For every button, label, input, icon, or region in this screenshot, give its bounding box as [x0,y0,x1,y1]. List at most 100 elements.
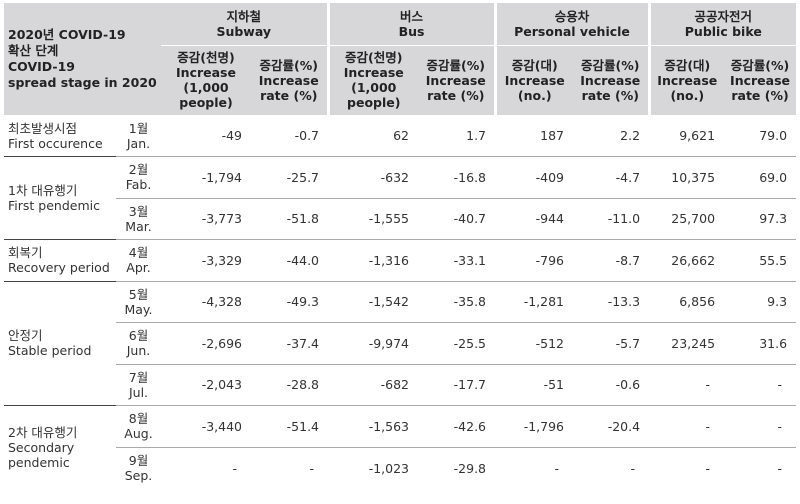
value-cell: 23,245 [649,322,725,365]
value-cell: -1,796 [495,405,574,448]
value-cell: 97.3 [724,198,797,240]
subheader-subway-rate: 증감률(%) Increase rate (%) [251,45,329,115]
value-cell: -33.1 [418,239,496,282]
subheader-bus-increase: 증감(천명) Increase (1,000 people) [326,45,419,115]
table-row: 안정기 Stable period 5월 May. -4,328 -49.3 -1… [4,281,797,406]
value-cell: - [554,460,560,476]
value-cell: 55.5 [724,239,797,282]
stage-header: 2020년 COVID-19 확산 단계 COVID-19 spread sta… [4,3,161,115]
value-cell: -3,440 [161,405,251,448]
stage-recovery-period: 회복기 Recovery period [4,239,116,282]
table-row: 7월 Jul. -2,043 -28.8 -682 -17.7 -51 -0.6 … [4,364,797,406]
value-cell: -51 [495,364,574,406]
group-header-public-bike: 공공자전거 Public bike [647,3,797,46]
value-cell: - [724,364,797,406]
value-cell: -25.7 [251,156,329,199]
value-cell: 9,621 [649,115,725,157]
subheader-vehicle-increase: 증감(대) Increase (no.) [493,45,574,115]
value-cell: -40.7 [418,198,496,240]
value-cell: -17.7 [418,364,496,406]
value-cell: -11.0 [573,198,650,240]
month-cell: 6월 Jun. [116,322,161,365]
value-cell: - [777,460,783,476]
value-cell: 31.6 [724,322,797,365]
group-header-personal-vehicle: 승용차 Personal vehicle [493,3,650,46]
value-cell: 187 [495,115,574,157]
value-cell: -35.8 [418,281,496,323]
value-cell: -8.7 [573,239,650,282]
value-cell: 79.0 [724,115,797,157]
stage-first-occurence: 최초발생시점 First occurence [4,115,116,157]
value-cell: -796 [495,239,574,282]
value-cell: -409 [495,156,574,199]
value-cell: -25.5 [418,322,496,365]
value-cell: - [649,364,725,406]
group-header-subway: 지하철 Subway [161,3,329,46]
value-cell: 1.7 [418,115,496,157]
table-row: 최초발생시점 First occurence 1월 Jan. -49 -0.7 6… [4,115,797,157]
month-cell: 1월 Jan. [116,115,161,157]
month-cell: 3월 Mar. [116,198,161,240]
value-cell: -512 [495,322,574,365]
value-cell: - [630,460,636,476]
value-cell: - [232,460,237,476]
value-cell: -1,794 [161,156,251,199]
table-row: 2차 대유행기 Secondary pendemic 8월 Aug. -3,440… [4,405,797,470]
value-cell: -28.8 [251,364,329,406]
month-cell: 5월 May. [116,281,161,323]
value-cell: -13.3 [573,281,650,323]
subheader-subway-increase: 증감(천명) Increase (1,000 people) [161,45,251,115]
value-cell: 25,700 [649,198,725,240]
table-row: 3월 Mar. -3,773 -51.8 -1,555 -40.7 -944 -1… [4,198,797,240]
value-cell: -51.4 [251,405,329,448]
value-cell: -682 [328,364,419,406]
value-cell: - [724,405,797,448]
value-cell: -5.7 [573,322,650,365]
value-cell: -944 [495,198,574,240]
subheader-bike-increase: 증감(대) Increase (no.) [647,45,725,115]
value-cell: -0.7 [251,115,329,157]
value-cell: -44.0 [251,239,329,282]
subheader-bus-rate: 증감률(%) Increase rate (%) [418,45,496,115]
month-cell: 9월 Sep. [124,453,153,483]
value-cell: -632 [328,156,419,199]
stage-secondary-pandemic: 2차 대유행기 Secondary pendemic [8,424,78,470]
month-cell: 4월 Apr. [116,239,161,282]
month-cell: 8월 Aug. [116,405,161,448]
value-cell: -4.7 [573,156,650,199]
value-cell: 26,662 [649,239,725,282]
month-cell: 7월 Jul. [116,364,161,406]
value-cell: -1,542 [328,281,419,323]
stage-first-pandemic: 1차 대유행기 First pendemic [4,156,116,240]
value-cell: - [649,405,725,448]
value-cell: - [705,460,711,476]
value-cell: 69.0 [724,156,797,199]
value-cell: -1,281 [495,281,574,323]
value-cell: -2,043 [161,364,251,406]
value-cell: -29.8 [453,460,487,476]
value-cell: -16.8 [418,156,496,199]
table-body: 최초발생시점 First occurence 1월 Jan. -49 -0.7 6… [4,115,797,489]
table-row: 1차 대유행기 First pendemic 2월 Fab. -1,794 -25… [4,156,797,240]
value-cell: 62 [328,115,419,157]
value-cell: -1,563 [328,405,419,448]
subheader-bike-rate: 증감률(%) Increase rate (%) [724,45,797,115]
table-row: 6월 Jun. -2,696 -37.4 -9,974 -25.5 -512 -5… [4,322,797,365]
value-cell: -2,696 [161,322,251,365]
value-cell: -1,316 [328,239,419,282]
value-cell: -3,773 [161,198,251,240]
covid-transport-table: 2020년 COVID-19 확산 단계 COVID-19 spread sta… [4,3,797,489]
value-cell: -37.4 [251,322,329,365]
month-cell: 2월 Fab. [116,156,161,199]
value-cell: -20.4 [573,405,650,448]
group-header-bus: 버스 Bus [326,3,496,46]
value-cell: -51.8 [251,198,329,240]
value-cell: -9,974 [328,322,419,365]
value-cell: - [309,460,315,476]
value-cell: 2.2 [573,115,650,157]
value-cell: -4,328 [161,281,251,323]
table-row: 9월 Sep. - - -1,023 -29.8 - - - - [4,447,796,489]
value-cell: -0.6 [573,364,650,406]
value-cell: -1,555 [328,198,419,240]
value-cell: -1,023 [368,460,410,476]
